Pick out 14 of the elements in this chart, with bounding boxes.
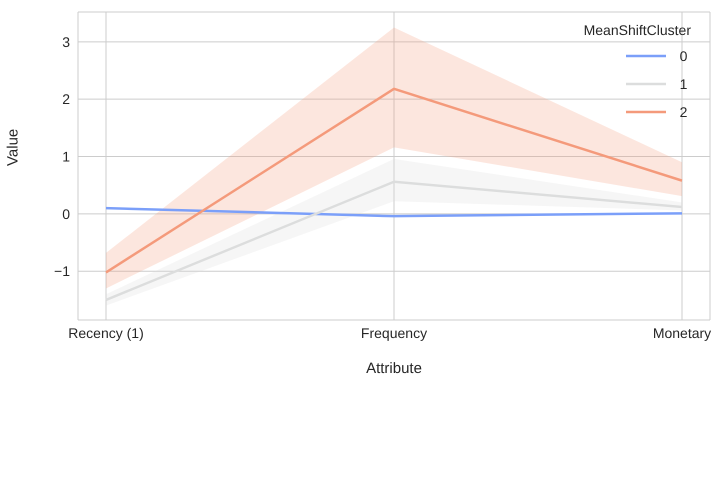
y-tick-label: −1 [54, 263, 70, 280]
y-tick-label: 0 [62, 206, 70, 222]
x-tick-label: Frequency [360, 324, 428, 341]
legend-label: 2 [680, 104, 688, 120]
y-tick-label: 2 [62, 91, 70, 108]
x-tick-label: Recency (1) [68, 324, 144, 341]
x-axis-title: Attribute [366, 360, 422, 377]
legend-label: 0 [680, 48, 688, 64]
y-tick-label: 3 [62, 34, 70, 50]
y-tick-label: 1 [62, 148, 70, 165]
legend-label: 1 [680, 76, 688, 92]
legend-title: MeanShiftCluster [584, 22, 691, 38]
y-axis-title: Value [4, 128, 22, 166]
x-tick-label: Monetary [652, 324, 712, 341]
